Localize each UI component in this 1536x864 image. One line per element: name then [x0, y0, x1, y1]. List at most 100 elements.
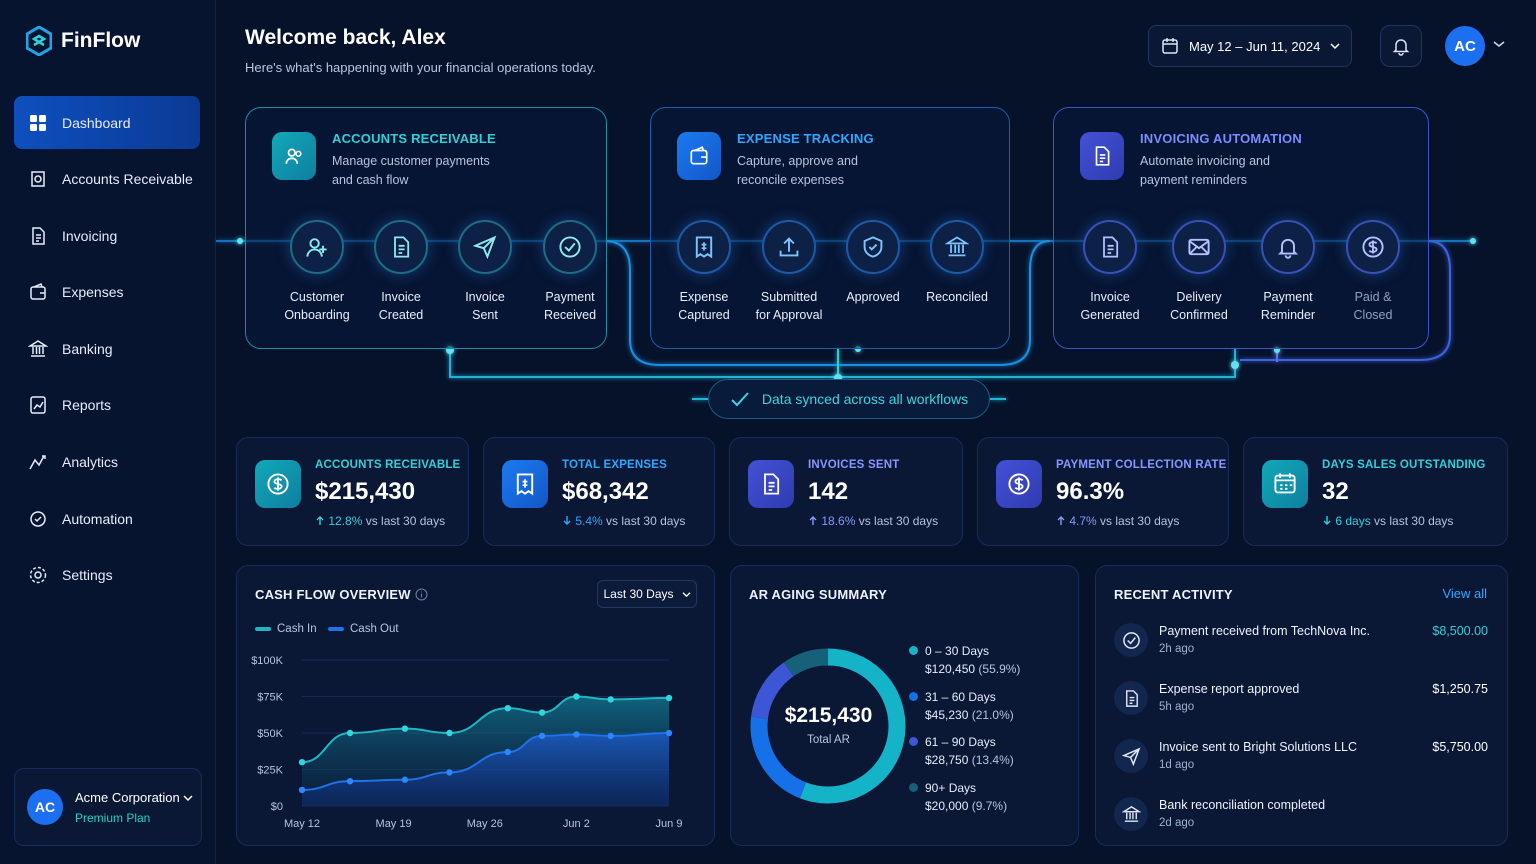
donut-slice[interactable] — [750, 648, 906, 804]
sidebar-item-invoicing[interactable]: Invoicing — [14, 209, 200, 262]
notifications-button[interactable] — [1380, 25, 1422, 67]
aging-legend-item[interactable]: 0 – 30 Days $120,450 (55.9%) — [909, 642, 1020, 678]
view-all-link[interactable]: View all — [1442, 586, 1487, 601]
workflow-step-circle — [762, 220, 816, 274]
workflow-step[interactable]: Paid & Closed — [1328, 220, 1418, 324]
activity-item[interactable]: Payment received from TechNova Inc. 2h a… — [1114, 623, 1488, 667]
info-icon[interactable] — [415, 588, 428, 601]
workflow-title: ACCOUNTS RECEIVABLE — [332, 131, 496, 146]
sidebar: FinFlow Dashboard Accounts Receivable Invo… — [0, 0, 216, 864]
sidebar-item-label: Banking — [62, 340, 113, 357]
workflow-step[interactable]: Customer Onboarding — [272, 220, 362, 324]
aging-legend-item[interactable]: 90+ Days $20,000 (9.7%) — [909, 779, 1007, 815]
workflow-card-expense-tracking[interactable]: EXPENSE TRACKING Capture, approve and rec… — [650, 107, 1010, 349]
workflow-step[interactable]: Submitted for Approval — [744, 220, 834, 324]
cash-in-point[interactable] — [346, 729, 354, 737]
sidebar-item-label: Expenses — [62, 284, 124, 301]
workflow-step[interactable]: Invoice Generated — [1065, 220, 1155, 324]
workflow-step[interactable]: Payment Reminder — [1243, 220, 1333, 324]
sidebar-item-expenses[interactable]: Expenses — [14, 266, 200, 319]
activity-amount: $5,750.00 — [1432, 740, 1488, 754]
workflow-step[interactable]: Invoice Created — [356, 220, 446, 324]
cash-in-point[interactable] — [573, 693, 580, 700]
cash-out-point[interactable] — [607, 732, 614, 740]
workflow-step-label: Reconciled — [926, 290, 988, 304]
legend-dot — [909, 646, 918, 655]
activity-item[interactable]: Invoice sent to Bright Solutions LLC 1d … — [1114, 739, 1488, 783]
sidebar-item-banking[interactable]: Banking — [14, 322, 200, 375]
workflow-step-label: Invoice Created — [378, 290, 424, 322]
sidebar-item-analytics[interactable]: Analytics — [14, 436, 200, 489]
workflow-step[interactable]: Payment Received — [525, 220, 615, 324]
aging-bucket-label: 31 – 60 Days — [925, 689, 996, 704]
workflow-step-circle — [930, 220, 984, 274]
donut-slice[interactable] — [750, 648, 906, 804]
arrow-up-icon — [316, 516, 324, 525]
kpi-value: $68,342 — [562, 478, 649, 505]
cash-out-point[interactable] — [665, 729, 673, 737]
x-tick-label: Jun 9 — [656, 818, 683, 830]
sidebar-item-accounts-receivable[interactable]: Accounts Receivable — [14, 153, 200, 206]
cash-out-point[interactable] — [346, 777, 354, 785]
workflow-card-invoicing-automation[interactable]: INVOICING AUTOMATION Automate invoicing … — [1053, 107, 1429, 349]
activity-icon — [1114, 797, 1148, 831]
calendar-icon — [1162, 38, 1178, 54]
cash-out-point[interactable] — [401, 776, 409, 783]
cash-in-point[interactable] — [298, 759, 306, 766]
activity-icon — [1114, 681, 1148, 715]
kpi-icon — [996, 460, 1042, 508]
cash-out-area — [302, 733, 669, 806]
cash-out-point[interactable] — [504, 748, 511, 756]
activity-item[interactable]: Expense report approved 5h ago $1,250.75 — [1114, 681, 1488, 725]
sidebar-item-label: Accounts Receivable — [62, 171, 193, 188]
sidebar-item-settings[interactable]: Settings — [14, 549, 200, 602]
workflow-step[interactable]: Delivery Confirmed — [1154, 220, 1244, 324]
activity-time: 1d ago — [1159, 759, 1195, 771]
cash-out-point[interactable] — [573, 731, 580, 738]
cash-out-point[interactable] — [538, 732, 546, 740]
legend-cash-out[interactable]: Cash Out — [328, 623, 399, 635]
user-avatar[interactable]: AC — [1445, 26, 1485, 66]
kpi-card-invoices-sent[interactable]: INVOICES SENT 142 18.6% vs last 30 days — [729, 437, 963, 546]
activity-item[interactable]: Bank reconciliation completed 2d ago — [1114, 797, 1488, 841]
sidebar-item-reports[interactable]: Reports — [14, 379, 200, 432]
chevron-down-icon — [183, 794, 193, 801]
cash-out-point[interactable] — [298, 786, 306, 794]
document-icon — [1125, 689, 1138, 707]
cash-in-point[interactable] — [446, 729, 453, 737]
aging-legend-item[interactable]: 31 – 60 Days $45,230 (21.0%) — [909, 688, 1014, 724]
workflow-step[interactable]: Expense Captured — [659, 220, 749, 324]
kpi-icon — [748, 460, 794, 508]
cash-flow-range-select[interactable]: Last 30 Days — [597, 580, 697, 608]
workflow-card-accounts-receivable[interactable]: ACCOUNTS RECEIVABLE Manage customer paym… — [245, 107, 607, 349]
kpi-card-days-sales-outstanding[interactable]: DAYS SALES OUTSTANDING 32 6 days vs last… — [1243, 437, 1508, 546]
cash-in-point[interactable] — [538, 709, 546, 716]
cash-out-point[interactable] — [446, 769, 453, 776]
org-switcher[interactable]: AC Acme Corporation Premium Plan — [14, 768, 202, 846]
kpi-value: 32 — [1322, 478, 1349, 505]
legend-dot — [909, 691, 918, 701]
workflow-step[interactable]: Invoice Sent — [440, 220, 530, 324]
workflow-card-icon — [1080, 132, 1124, 180]
workflow-step-label: Payment Received — [543, 290, 597, 322]
cash-in-point[interactable] — [401, 725, 409, 732]
kpi-card-accounts-receivable[interactable]: ACCOUNTS RECEIVABLE $215,430 12.8% vs la… — [236, 437, 469, 546]
activity-icon — [1114, 623, 1148, 657]
sidebar-item-dashboard[interactable]: Dashboard — [14, 96, 200, 149]
kpi-card-total-expenses[interactable]: TOTAL EXPENSES $68,342 5.4% vs last 30 d… — [483, 437, 715, 546]
chevron-down-icon[interactable] — [1493, 40, 1505, 48]
kpi-card-payment-collection-rate[interactable]: PAYMENT COLLECTION RATE 96.3% 4.7% vs la… — [977, 437, 1229, 546]
sidebar-item-automation[interactable]: Automation — [14, 492, 200, 545]
legend-cash-in[interactable]: Cash In — [255, 623, 317, 635]
cash-in-point[interactable] — [665, 694, 673, 702]
sync-status-pill: Data synced across all workflows — [708, 379, 990, 419]
kpi-label: INVOICES SENT — [808, 459, 900, 471]
workflow-step-label: Delivery Confirmed — [1170, 290, 1228, 322]
date-range-picker[interactable]: May 12 – Jun 11, 2024 — [1148, 25, 1352, 67]
app-logo[interactable]: FinFlow — [26, 26, 140, 56]
workflow-step[interactable]: Approved — [828, 220, 918, 306]
cash-in-point[interactable] — [504, 704, 511, 712]
cash-in-point[interactable] — [607, 696, 614, 703]
workflow-step[interactable]: Reconciled — [912, 220, 1002, 306]
aging-legend-item[interactable]: 61 – 90 Days $28,750 (13.4%) — [909, 733, 1014, 769]
